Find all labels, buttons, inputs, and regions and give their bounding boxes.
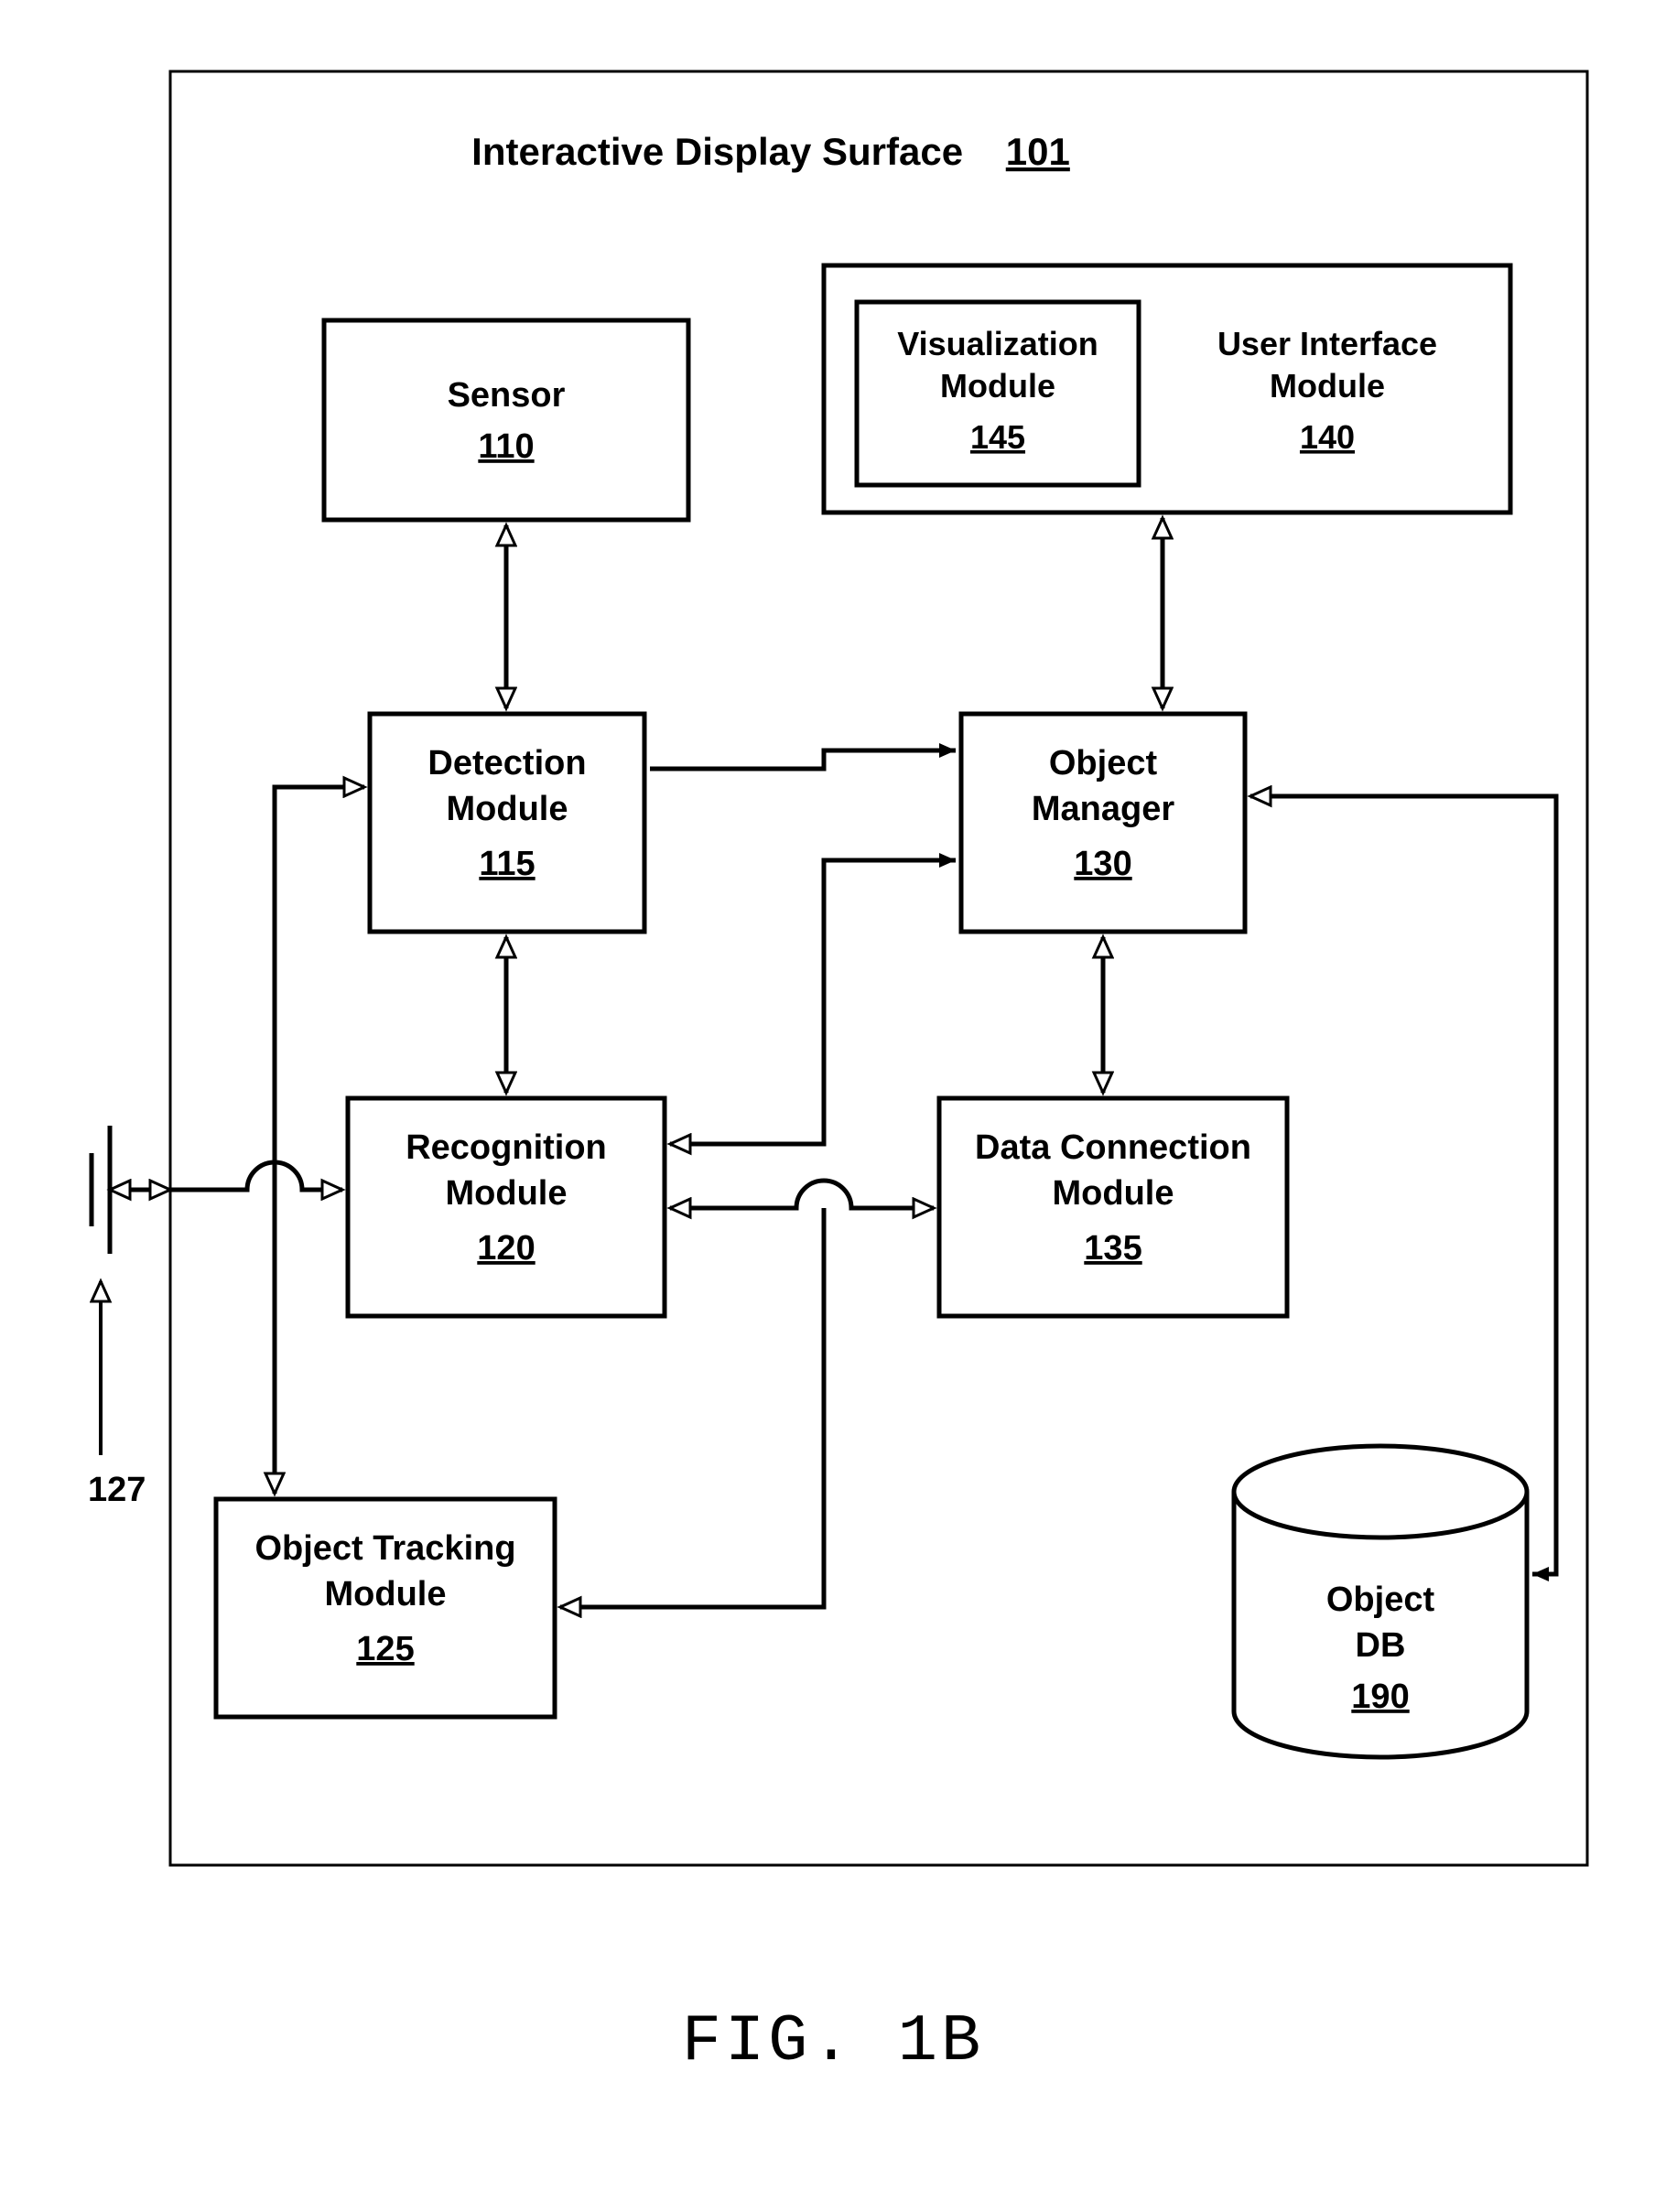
sensor-label: Sensor: [448, 376, 566, 415]
edge-recognition-objmgr2: [670, 860, 956, 1144]
objmgr-ref: 130: [1074, 845, 1131, 883]
edge-detection-objmgr: [650, 750, 956, 769]
recognition-label-1: Recognition: [406, 1128, 607, 1167]
viz-ref: 145: [970, 418, 1025, 456]
sensor-box: Sensor 110: [324, 320, 688, 520]
db-label-1: Object: [1326, 1581, 1435, 1619]
external-bus: [92, 1126, 170, 1254]
recognition-box: Recognition Module 120: [348, 1098, 665, 1316]
container-title: Interactive Display Surface 101: [471, 130, 1070, 173]
dataconn-label-1: Data Connection: [975, 1128, 1251, 1167]
container-title-label: Interactive Display Surface: [471, 130, 963, 173]
db-cylinder: Object DB 190: [1234, 1446, 1527, 1757]
detection-label-1: Detection: [427, 744, 586, 782]
container-title-ref: 101: [1006, 130, 1070, 173]
tracking-label-1: Object Tracking: [254, 1529, 515, 1568]
ui-label-2: Module: [1270, 367, 1385, 405]
edge-recognition-tracking-left: [293, 1322, 430, 1494]
ui-label-1: User Interface: [1217, 325, 1437, 362]
objmgr-label-1: Object: [1049, 744, 1158, 782]
recognition-label-2: Module: [446, 1174, 568, 1213]
figure-caption: FIG. 1B: [682, 2004, 984, 2079]
sensor-ref: 110: [478, 427, 534, 466]
ui-module-box: Visualization Module 145 User Interface …: [824, 265, 1510, 513]
edge-recognition-dataconn: [670, 1181, 934, 1208]
viz-label-2: Module: [940, 367, 1055, 405]
dataconn-label-2: Module: [1053, 1174, 1174, 1213]
detection-box: Detection Module 115: [370, 714, 644, 932]
tracking-box: Object Tracking Module 125: [216, 1499, 555, 1717]
objmgr-label-2: Manager: [1032, 790, 1174, 828]
recognition-ref: 120: [477, 1229, 535, 1268]
db-label-2: DB: [1356, 1626, 1406, 1665]
db-ref: 190: [1351, 1678, 1409, 1716]
detection-ref: 115: [479, 845, 535, 883]
external-ref: 127: [88, 1471, 146, 1509]
detection-label-2: Module: [447, 790, 568, 828]
dataconn-box: Data Connection Module 135: [939, 1098, 1287, 1316]
dataconn-ref: 135: [1084, 1229, 1141, 1268]
ui-ref: 140: [1300, 418, 1355, 456]
viz-label-1: Visualization: [897, 325, 1098, 362]
tracking-ref: 125: [356, 1630, 414, 1668]
tracking-label-2: Module: [325, 1575, 447, 1613]
objmgr-box: Object Manager 130: [961, 714, 1245, 932]
edge-recognition-left-out: [170, 1162, 342, 1190]
